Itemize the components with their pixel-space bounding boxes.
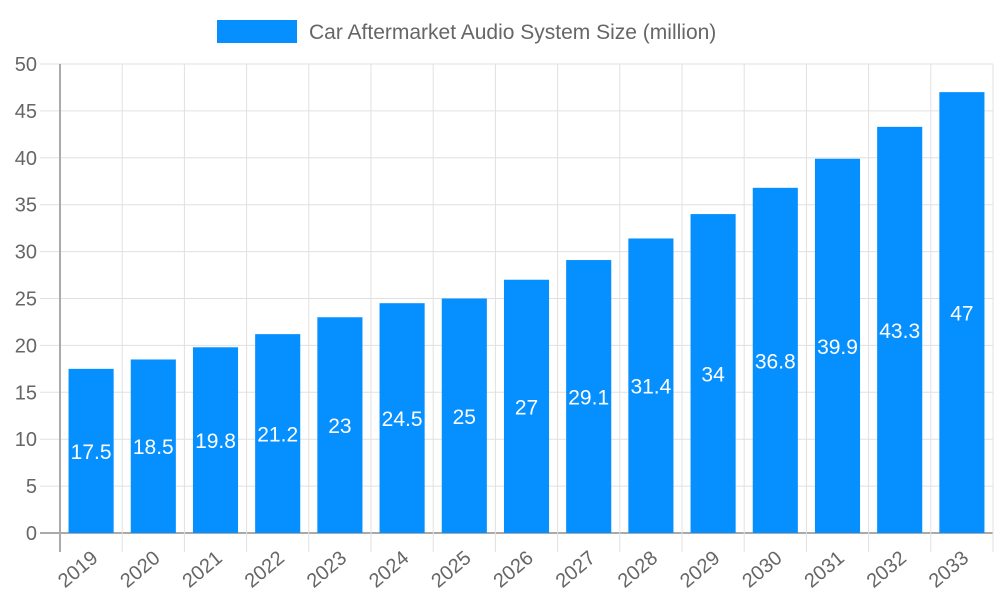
y-tick-label: 5	[26, 476, 37, 498]
bar	[130, 359, 176, 533]
x-tick-label: 2022	[241, 547, 289, 592]
data-label: 25	[453, 406, 476, 429]
data-label: 39.9	[817, 336, 858, 359]
x-tick-label: 2029	[676, 547, 724, 592]
legend-label: Car Aftermarket Audio System Size (milli…	[309, 21, 716, 44]
bar	[503, 279, 550, 533]
data-label: 23	[328, 415, 351, 438]
y-tick-label: 40	[15, 148, 37, 170]
y-tick-label: 20	[15, 335, 37, 357]
x-tick-label: 2019	[54, 547, 102, 592]
data-label: 21.2	[257, 424, 298, 447]
bar	[68, 368, 114, 533]
legend-swatch	[217, 20, 297, 43]
data-label: 47	[950, 303, 973, 326]
data-label: 36.8	[755, 350, 796, 373]
bar	[441, 298, 487, 533]
bar	[939, 92, 985, 533]
x-tick-label: 2024	[365, 547, 413, 592]
y-tick-label: 30	[15, 242, 37, 264]
y-tick-label: 0	[26, 523, 37, 545]
x-tick-label: 2028	[614, 547, 662, 592]
bar	[752, 187, 798, 534]
bar	[192, 347, 239, 533]
bar	[877, 126, 923, 533]
x-tick-label: 2021	[178, 547, 226, 592]
y-tick-label: 15	[15, 382, 37, 404]
y-tick-label: 45	[15, 101, 37, 123]
y-tick-label: 25	[15, 289, 37, 311]
x-tick-label: 2033	[925, 547, 973, 592]
x-tick-label: 2030	[738, 547, 786, 592]
x-tick-label: 2025	[427, 547, 475, 592]
x-tick-label: 2027	[552, 547, 600, 592]
y-tick-label: 50	[15, 54, 37, 76]
y-tick-label: 35	[15, 195, 37, 217]
x-tick-label: 2026	[489, 547, 537, 592]
bar	[814, 158, 861, 533]
x-tick-label: 2031	[800, 547, 848, 592]
data-label: 19.8	[195, 430, 236, 453]
bar	[628, 238, 674, 533]
data-label: 27	[515, 396, 538, 419]
data-label: 17.5	[71, 441, 112, 464]
x-tick-label: 2032	[863, 547, 911, 592]
bar	[255, 334, 301, 533]
x-tick-label: 2023	[303, 547, 351, 592]
data-label: 18.5	[133, 436, 174, 459]
bar	[690, 214, 736, 533]
data-label: 34	[701, 364, 725, 387]
bar	[317, 317, 363, 533]
data-label: 43.3	[879, 320, 920, 343]
data-label: 31.4	[630, 376, 671, 399]
bar	[379, 303, 425, 533]
data-label: 24.5	[382, 408, 423, 431]
data-label: 29.1	[568, 387, 609, 410]
y-tick-label: 10	[15, 429, 37, 451]
x-tick-label: 2020	[116, 547, 164, 592]
bar	[566, 260, 612, 533]
